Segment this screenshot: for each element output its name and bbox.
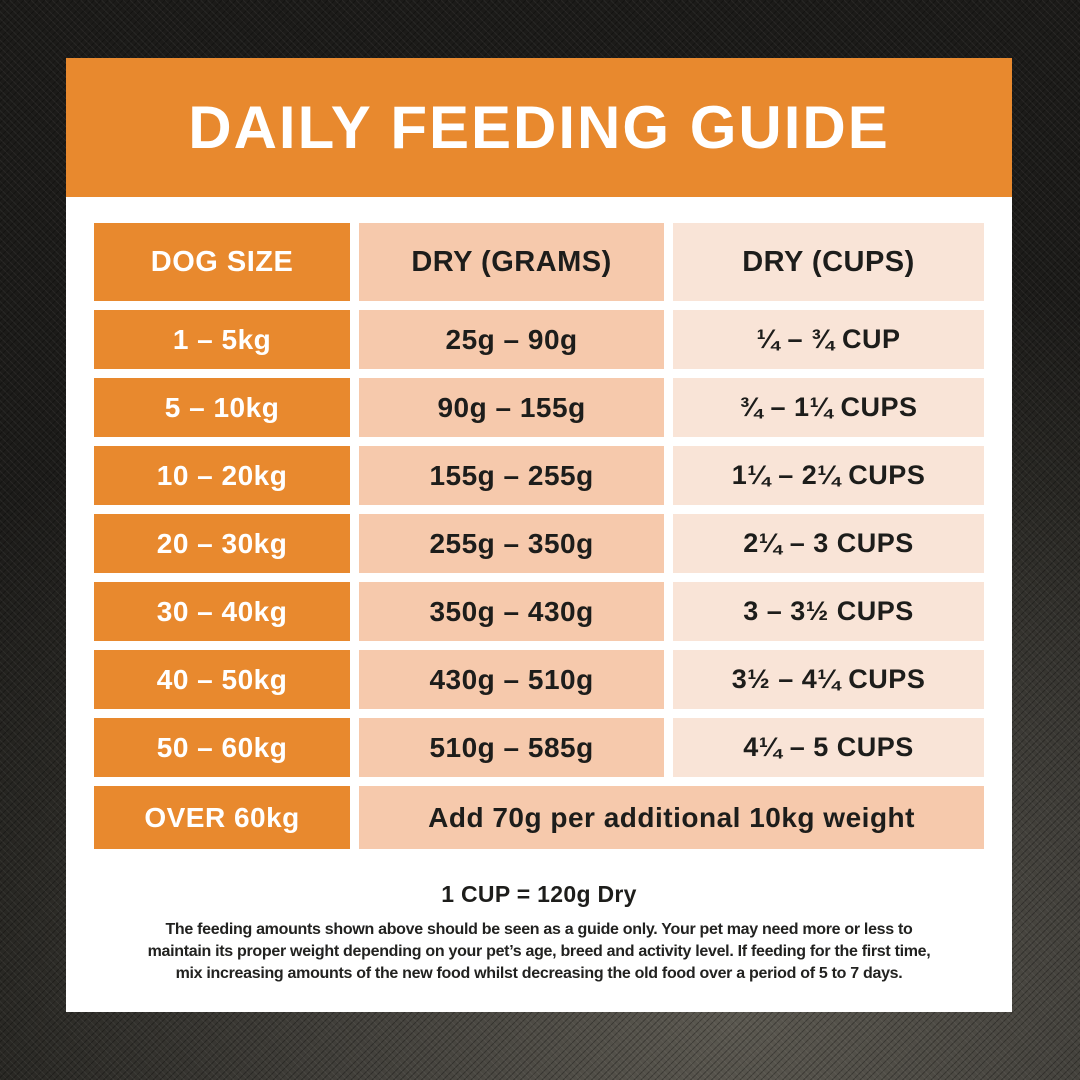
row-size-cell: 40 – 50kg bbox=[94, 650, 351, 709]
header-dry-grams: DRY (GRAMS) bbox=[359, 223, 665, 301]
row-cups-cell: 3½ – 4¼ CUPS bbox=[673, 650, 984, 709]
row-grams-cell: 510g – 585g bbox=[359, 718, 665, 777]
disclaimer-line: maintain its proper weight depending on … bbox=[147, 943, 931, 961]
row-size-cell-over-60: OVER 60kg bbox=[94, 786, 351, 849]
row-cups-cell: 2¼ – 3 CUPS bbox=[673, 514, 984, 573]
row-cups-cell: 3 – 3½ CUPS bbox=[673, 582, 984, 641]
row-size-cell: 10 – 20kg bbox=[94, 446, 351, 505]
page-title: DAILY FEEDING GUIDE bbox=[188, 94, 890, 161]
additional-weight-note-cell: Add 70g per additional 10kg weight bbox=[359, 786, 984, 849]
row-size-cell: 50 – 60kg bbox=[94, 718, 351, 777]
row-grams-cell: 255g – 350g bbox=[359, 514, 665, 573]
row-size-cell: 30 – 40kg bbox=[94, 582, 351, 641]
feeding-table: DOG SIZE DRY (GRAMS) DRY (CUPS) 1 – 5kg … bbox=[94, 223, 984, 849]
feeding-guide-card: DAILY FEEDING GUIDE DOG SIZE DRY (GRAMS)… bbox=[66, 58, 1012, 1012]
row-cups-cell: 4¼ – 5 CUPS bbox=[673, 718, 984, 777]
row-size-cell: 20 – 30kg bbox=[94, 514, 351, 573]
disclaimer-line: mix increasing amounts of the new food w… bbox=[175, 965, 903, 983]
header-dry-cups: DRY (CUPS) bbox=[673, 223, 984, 301]
feeding-disclaimer: The feeding amounts shown above should b… bbox=[66, 919, 1012, 985]
row-size-cell: 5 – 10kg bbox=[94, 378, 351, 437]
cup-conversion-note: 1 CUP = 120g Dry bbox=[441, 881, 637, 907]
row-size-cell: 1 – 5kg bbox=[94, 310, 351, 369]
row-grams-cell: 350g – 430g bbox=[359, 582, 665, 641]
row-grams-cell: 90g – 155g bbox=[359, 378, 665, 437]
footer-notes: 1 CUP = 120g Dry The feeding amounts sho… bbox=[66, 881, 1012, 985]
row-grams-cell: 155g – 255g bbox=[359, 446, 665, 505]
disclaimer-line: The feeding amounts shown above should b… bbox=[165, 921, 913, 938]
row-cups-cell: 1¼ – 2¼ CUPS bbox=[673, 446, 984, 505]
title-banner: DAILY FEEDING GUIDE bbox=[66, 58, 1012, 197]
row-cups-cell: ¼ – ¾ CUP bbox=[673, 310, 984, 369]
row-grams-cell: 430g – 510g bbox=[359, 650, 665, 709]
row-grams-cell: 25g – 90g bbox=[359, 310, 665, 369]
row-cups-cell: ¾ – 1¼ CUPS bbox=[673, 378, 984, 437]
header-dog-size: DOG SIZE bbox=[94, 223, 351, 301]
